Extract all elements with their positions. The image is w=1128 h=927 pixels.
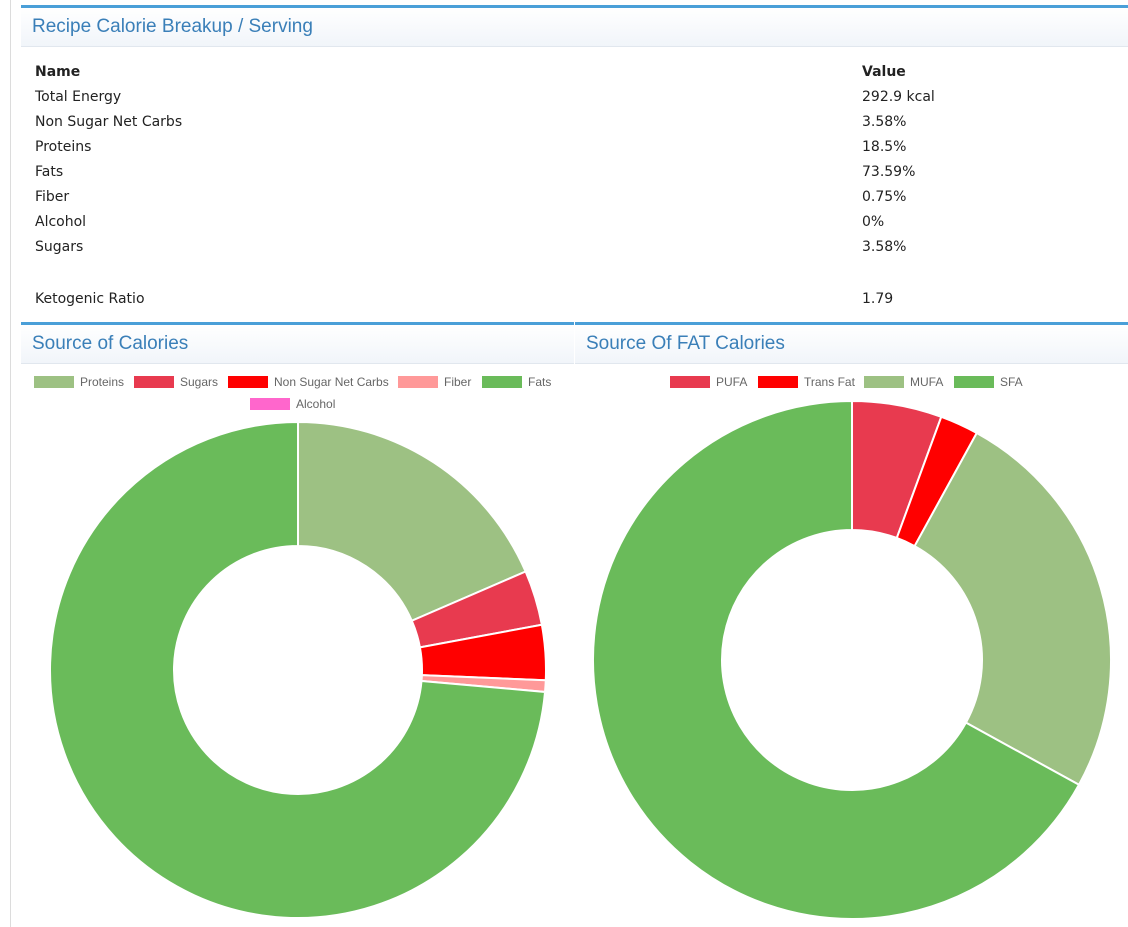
legend-label: Alcohol [296,397,336,411]
row-name: Non Sugar Net Carbs [35,114,183,130]
row-value: 0.75% [862,189,907,205]
legend-swatch [250,398,290,410]
donut-slice-sfa[interactable] [592,399,1081,920]
row-value: 292.9 kcal [862,89,935,105]
legend-swatch [34,376,74,388]
legend-swatch [482,376,522,388]
legend-label: Proteins [80,375,125,389]
legend-swatch [758,376,798,388]
ketogenic-ratio-label: Ketogenic Ratio [35,291,145,307]
legend-label: SFA [1000,375,1023,389]
row-value: 0% [862,214,885,230]
legend-label: Sugars [180,375,219,389]
legend-label: Non Sugar Net Carbs [274,375,389,389]
breakup-panel-title: Recipe Calorie Breakup / Serving [21,5,1128,47]
row-name: Total Energy [35,89,122,105]
row-value: 3.58% [862,114,907,130]
legend-label: MUFA [910,375,944,389]
legend-swatch [954,376,994,388]
donut-slice-proteins[interactable] [297,420,527,623]
donut-slice-mufa[interactable] [913,431,1112,787]
fat-chart-title: Source Of FAT Calories [575,322,1128,364]
legend-swatch [228,376,268,388]
calories-chart-title: Source of Calories [21,322,574,364]
row-name: Alcohol [35,214,87,230]
name-column-header: Name [35,64,81,80]
legend-swatch [670,376,710,388]
row-value: 73.59% [862,164,916,180]
legend-label: PUFA [716,375,748,389]
row-name: Proteins [35,139,92,155]
legend-label: Fats [528,375,552,389]
row-name: Fiber [35,189,70,205]
row-name: Sugars [35,239,84,255]
page-left-border [10,0,11,927]
row-value: 18.5% [862,139,907,155]
donut-slice-fats[interactable] [49,420,547,919]
row-value: 3.58% [862,239,907,255]
legend-swatch [864,376,904,388]
legend-label: Fiber [444,375,472,389]
legend-label: Trans Fat [804,375,855,389]
row-name: Fats [35,164,64,180]
legend-swatch [134,376,174,388]
ketogenic-ratio-value: 1.79 [862,291,894,307]
value-column-header: Value [862,64,906,80]
legend-swatch [398,376,438,388]
